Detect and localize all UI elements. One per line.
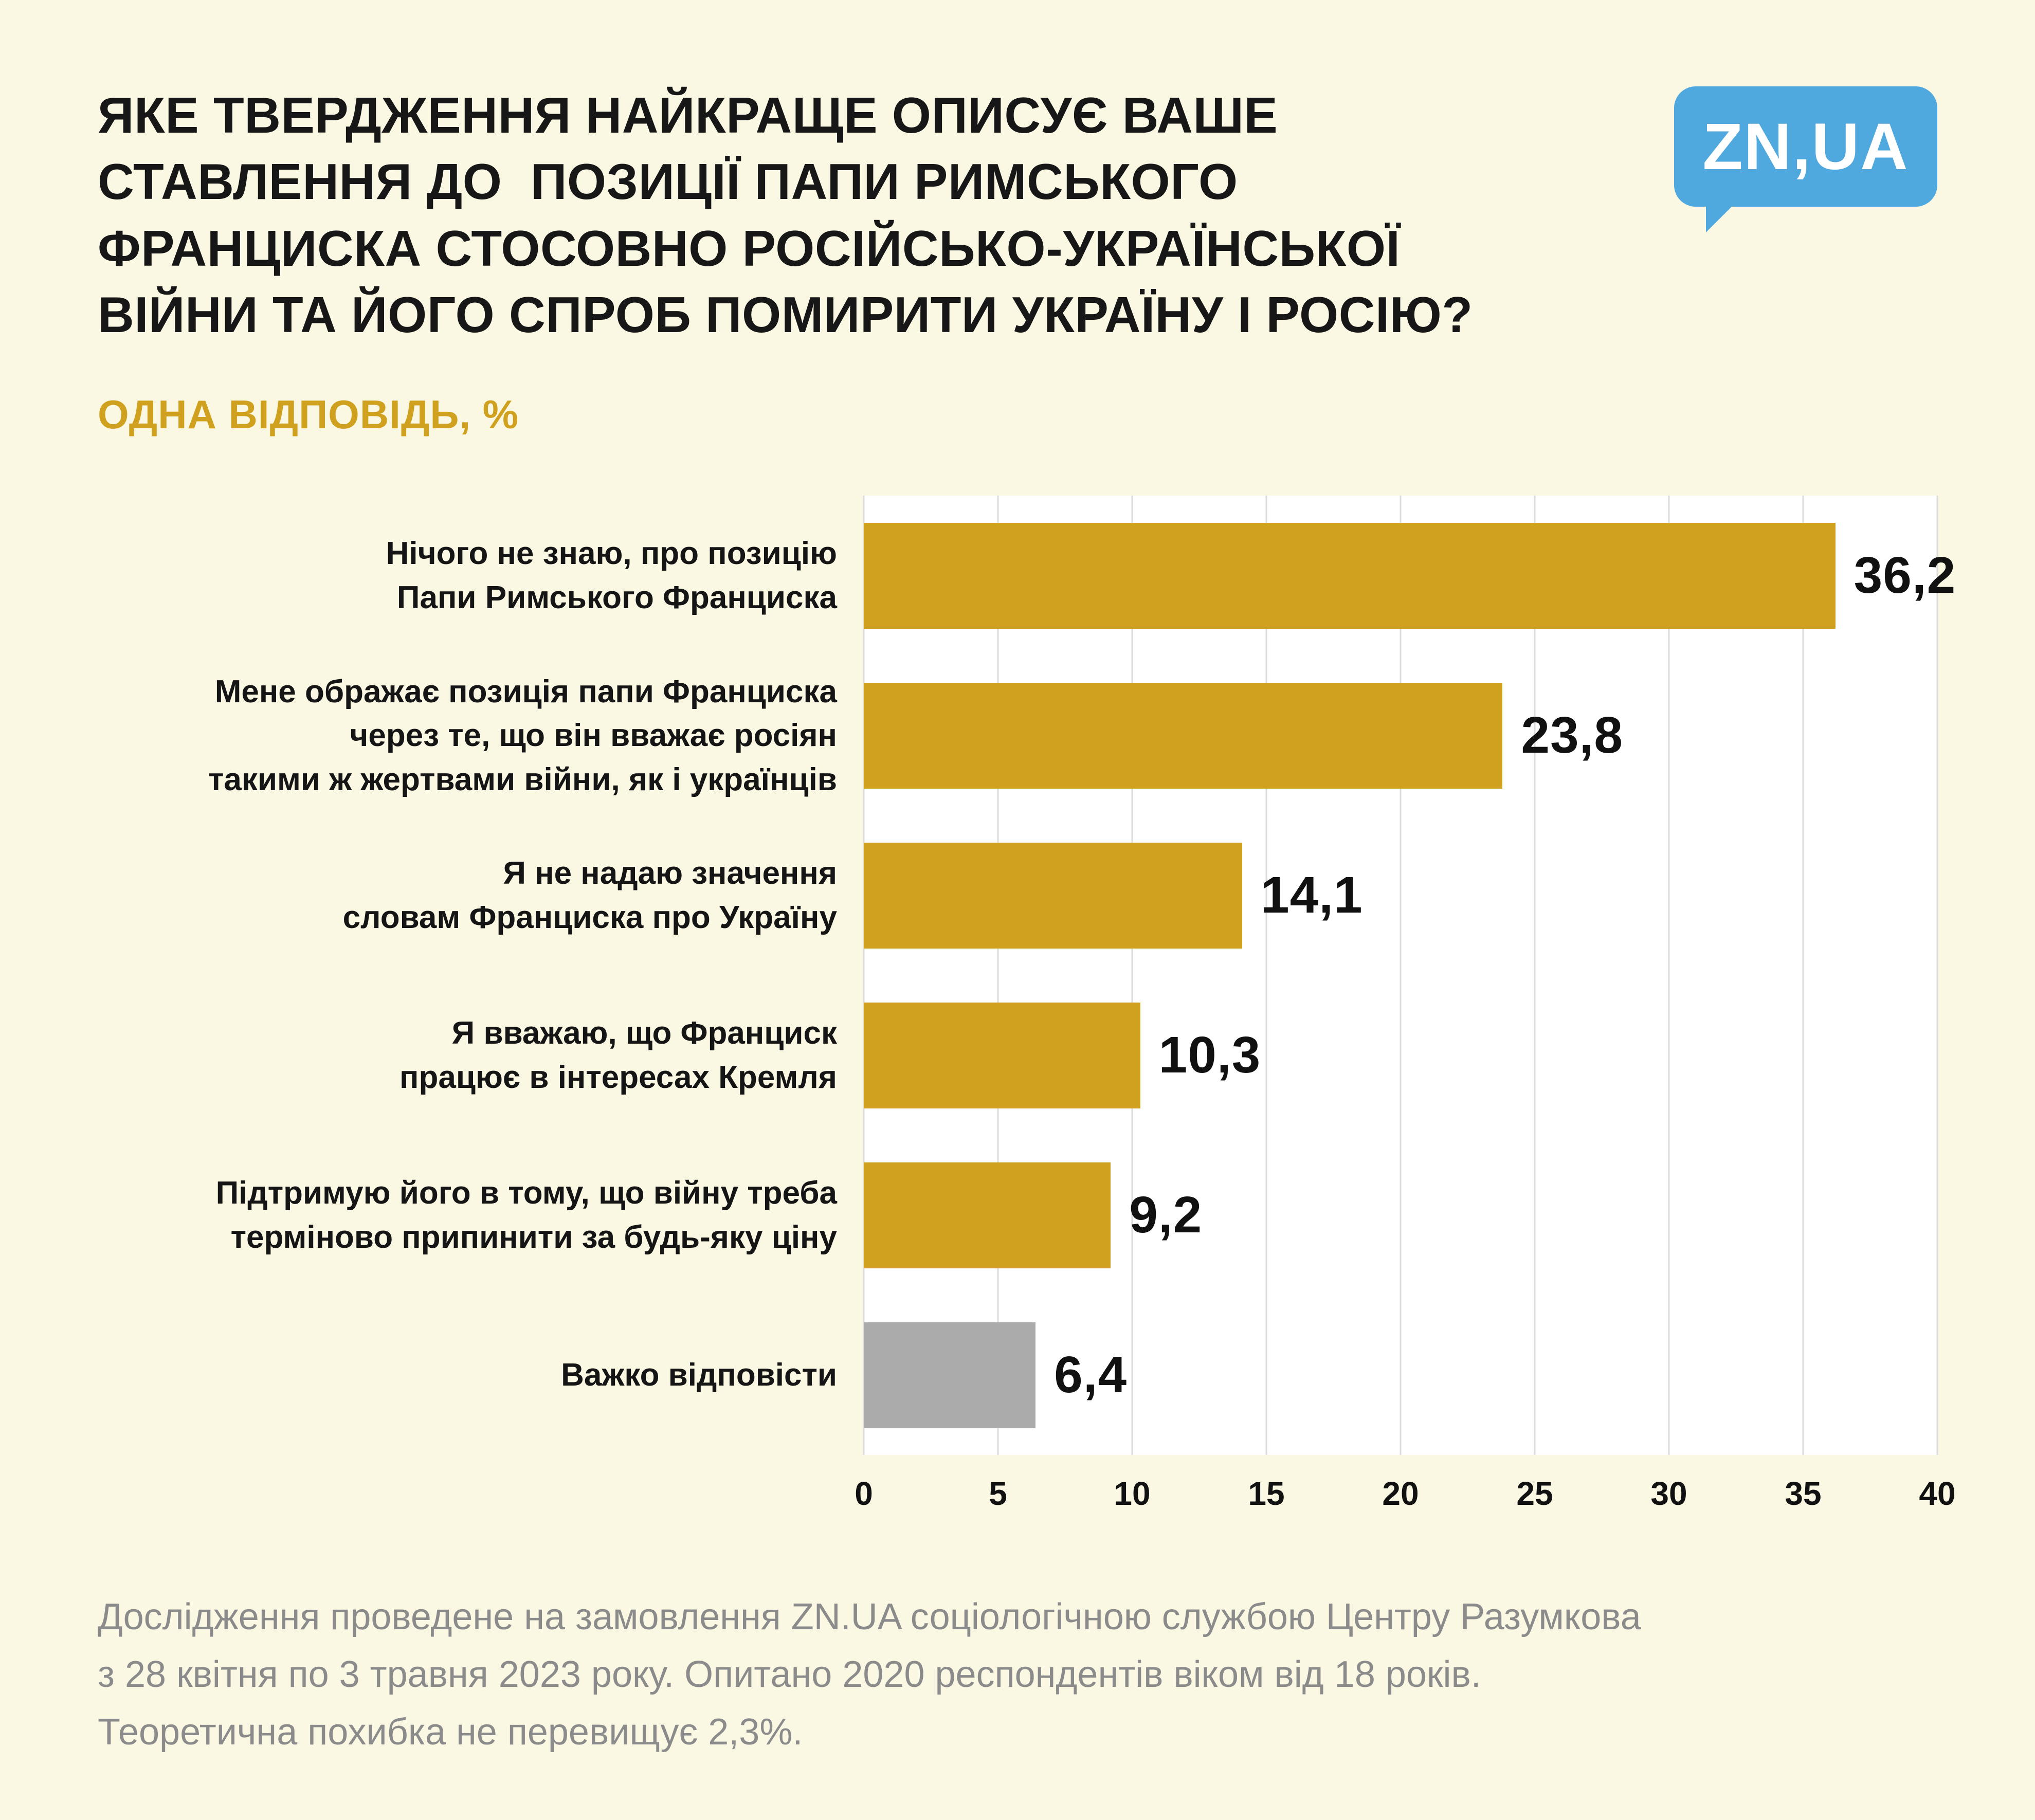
gridline	[997, 496, 999, 1455]
gridline	[1936, 496, 1938, 1455]
value-label: 9,2	[1129, 1186, 1203, 1244]
gridline	[1131, 496, 1133, 1455]
bar-track: 10,3	[864, 975, 1937, 1135]
category-label: Я не надаю значення словам Франциска про…	[342, 856, 837, 935]
gridline	[1668, 496, 1670, 1455]
bar	[864, 1322, 1036, 1428]
gridline	[1265, 496, 1267, 1455]
x-tick-label: 0	[855, 1475, 873, 1513]
znua-logo: ZN,UA	[1674, 86, 1937, 232]
category-label: Важко відповісти	[561, 1357, 837, 1393]
category-label: Я вважаю, що Франциск працює в інтересах…	[399, 1015, 837, 1095]
gridline	[1400, 496, 1402, 1455]
bar-track: 9,2	[864, 1135, 1937, 1295]
chart-row: Нічого не знаю, про позицію Папи Римсько…	[98, 496, 1955, 656]
category-label: Нічого не знаю, про позицію Папи Римсько…	[386, 536, 837, 615]
value-label: 14,1	[1261, 866, 1363, 924]
chart-row: Я вважаю, що Франциск працює в інтересах…	[98, 975, 1937, 1135]
bar-chart: Нічого не знаю, про позицію Папи Римсько…	[98, 496, 1956, 1527]
chart-subtitle: ОДНА ВІДПОВІДЬ, %	[98, 392, 519, 438]
x-tick-label: 20	[1382, 1475, 1419, 1513]
chart-row: Мене ображає позиція папи Франциска чере…	[98, 656, 1937, 815]
gridline	[1534, 496, 1536, 1455]
bar-track: 14,1	[864, 815, 1937, 975]
category-label: Мене ображає позиція папи Франциска чере…	[208, 674, 837, 797]
plot-area	[863, 496, 1938, 1455]
chart-row: Я не надаю значення словам Франциска про…	[98, 815, 1937, 975]
speech-bubble-tail-icon	[1706, 205, 1734, 232]
gridline	[863, 496, 865, 1455]
x-tick-label: 25	[1516, 1475, 1553, 1513]
value-label: 36,2	[1854, 547, 1956, 605]
bar	[864, 1162, 1111, 1268]
x-tick-label: 5	[989, 1475, 1007, 1513]
chart-title: ЯКЕ ТВЕРДЖЕННЯ НАЙКРАЩЕ ОПИСУЄ ВАШЕ СТАВ…	[98, 87, 1473, 343]
x-tick-label: 35	[1785, 1475, 1822, 1513]
bar	[864, 682, 1503, 789]
bar-track: 36,2	[864, 496, 1955, 656]
bar-track: 23,8	[864, 656, 1937, 815]
value-label: 10,3	[1158, 1026, 1261, 1084]
chart-row: Підтримую його в тому, що війну треба те…	[98, 1135, 1937, 1295]
znua-logo-text: ZN,UA	[1702, 110, 1909, 184]
chart-row: Важко відповісти 6,4	[98, 1295, 1937, 1455]
x-tick-label: 30	[1650, 1475, 1687, 1513]
x-axis: 0 5 10 15 20 25 30 35 40	[855, 1455, 1955, 1527]
bar	[864, 1002, 1140, 1108]
bar-rows: Нічого не знаю, про позицію Папи Римсько…	[98, 496, 1955, 1455]
x-tick-label: 10	[1114, 1475, 1151, 1513]
gridline	[1802, 496, 1804, 1455]
value-label: 23,8	[1521, 706, 1623, 765]
source-note: Дослідження проведене на замовлення ZN.U…	[98, 1596, 1641, 1753]
x-tick-label: 40	[1919, 1475, 1956, 1513]
header: ЯКЕ ТВЕРДЖЕННЯ НАЙКРАЩЕ ОПИСУЄ ВАШЕ СТАВ…	[98, 82, 1937, 348]
value-label: 6,4	[1054, 1346, 1128, 1404]
x-tick-label: 15	[1248, 1475, 1285, 1513]
category-label: Підтримую його в тому, що війну треба те…	[215, 1175, 837, 1255]
bar-track: 6,4	[864, 1295, 1937, 1455]
bar	[864, 522, 1836, 629]
bar	[864, 842, 1243, 949]
